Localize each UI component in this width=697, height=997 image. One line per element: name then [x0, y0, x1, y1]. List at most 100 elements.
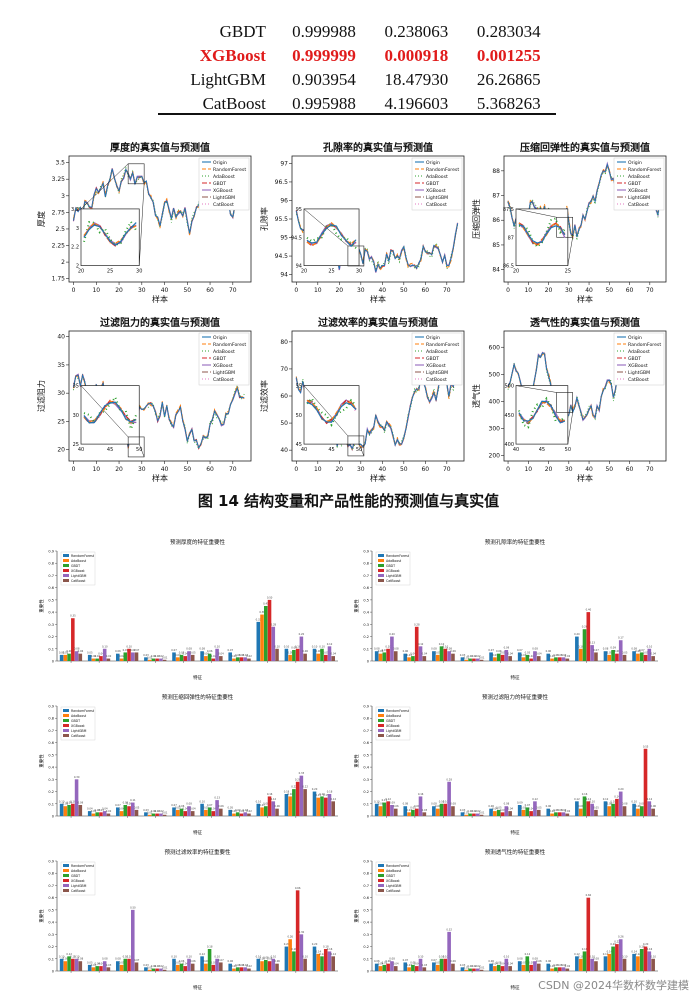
- importance-bar: [533, 961, 537, 971]
- bar-value-label: 0.05: [175, 960, 181, 964]
- y-axis-label: 重要性: [38, 909, 45, 923]
- bar-value-label: 0.07: [259, 803, 265, 807]
- bar-value-label: 0.20: [312, 942, 318, 946]
- importance-bar: [256, 621, 261, 661]
- legend-label: AdaBoost: [628, 349, 650, 355]
- importance-bar: [464, 659, 469, 661]
- bar-value-label: 0.26: [618, 935, 624, 939]
- importance-bar: [493, 966, 497, 971]
- legend-box: [375, 706, 411, 741]
- importance-bar: [603, 651, 608, 661]
- legend-label: LightGBM: [386, 729, 402, 733]
- importance-bar: [622, 958, 627, 971]
- x-tick-label: 60: [206, 466, 214, 473]
- importance-bar: [525, 956, 530, 971]
- bar-value-label: 0.10: [59, 799, 65, 803]
- importance-bar: [643, 748, 648, 816]
- bar-value-label: 0.03: [175, 653, 181, 657]
- y-tick-label: 0.5: [363, 598, 369, 602]
- importance-bar: [151, 658, 156, 661]
- importance-bar: [643, 654, 648, 661]
- bar-value-label: 0.28: [271, 622, 277, 626]
- importance-bar: [586, 801, 591, 816]
- importance-bar: [582, 796, 587, 816]
- y-tick-label: 94: [280, 272, 288, 279]
- importance-bar: [127, 806, 131, 816]
- inset-series-line: [306, 224, 357, 248]
- bar-value-label: 0.10: [374, 799, 380, 803]
- bar-value-label: 0.07: [207, 803, 213, 807]
- importance-bar: [87, 964, 92, 971]
- bar-value-label: 0.02: [475, 809, 481, 813]
- y-tick-label: 40: [57, 334, 65, 341]
- inset-series-line: [306, 396, 357, 428]
- chart-title: 预测过滤阻力的特征重要性: [482, 693, 549, 701]
- importance-bar: [256, 803, 261, 816]
- bar-value-label: 0.05: [134, 805, 140, 809]
- bar-value-label: 0.04: [183, 962, 189, 966]
- legend-label: LightGBM: [71, 729, 87, 733]
- y-tick-label: 0.5: [363, 753, 369, 757]
- inset-y-tick-label: 87: [508, 235, 514, 241]
- bar-value-label: 0.20: [610, 942, 616, 946]
- x-tick-label: 50: [605, 466, 613, 473]
- line-chart-thickness: 厚度的真实值与预测值 0 10 20 30 40 50 60 70 1.75 2 2.25 2.5 2.7…: [35, 140, 257, 308]
- bar-value-label: 0.15: [323, 793, 329, 797]
- importance-bar: [63, 806, 68, 816]
- importance-bar: [496, 653, 501, 661]
- bar-value-label: 0.12: [439, 642, 445, 646]
- bar-value-label: 0.04: [98, 962, 104, 966]
- bar-value-label: 0.04: [94, 962, 100, 966]
- importance-bar: [327, 951, 332, 971]
- bar-value-label: 0.03: [422, 808, 428, 812]
- importance-bar: [414, 626, 419, 661]
- y-tick-label: 0: [52, 660, 54, 664]
- chart-title: 预测透气性的特征重要性: [485, 848, 546, 856]
- importance-bar: [106, 658, 111, 661]
- bar-value-label: 0.26: [287, 935, 293, 939]
- bar-value-label: 0.04: [183, 807, 189, 811]
- legend-label: LightGBM: [426, 370, 448, 376]
- importance-bar: [489, 652, 493, 661]
- bar-value-label: 0.06: [635, 804, 641, 808]
- bar-value-label: 0.10: [214, 954, 220, 958]
- bar-value-label: 0.05: [607, 650, 613, 654]
- importance-bar: [508, 966, 512, 971]
- y-tick-label: 96.5: [275, 179, 289, 186]
- inset-series-line: [306, 399, 357, 422]
- inset-y-tick-label: 2.2: [71, 245, 79, 251]
- y-tick-label: 0.3: [363, 778, 369, 782]
- importance-bar: [275, 648, 279, 661]
- importance-bar: [207, 949, 212, 971]
- legend-swatch: [378, 564, 384, 567]
- bar-value-label: 0.08: [622, 802, 628, 806]
- line-chart-efficiency: 过滤效率的真实值与预测值 0 10 20 30 40 50 60 70 40 50 60 70 80 样本 过…: [258, 315, 470, 487]
- inset-frame: [515, 385, 569, 445]
- bar-value-label: 0.04: [492, 807, 498, 811]
- importance-bar: [144, 967, 148, 971]
- bar-value-label: 0.14: [631, 949, 637, 953]
- bar-value-label: 0.09: [389, 801, 395, 805]
- x-axis-label: 样本: [152, 473, 168, 483]
- importance-bar: [536, 656, 541, 661]
- legend-label: RandomForest: [426, 167, 459, 173]
- x-tick-label: 10: [314, 466, 322, 473]
- inset-series-line: [518, 221, 566, 247]
- x-tick-label: 20: [545, 287, 553, 294]
- y-tick-label: 0.2: [48, 945, 54, 949]
- importance-bar: [71, 618, 75, 661]
- importance-bar: [407, 967, 411, 971]
- importance-bar: [95, 966, 99, 971]
- legend-swatch: [63, 719, 69, 722]
- importance-bar: [615, 798, 619, 816]
- legend-label: XGBoost: [628, 188, 648, 194]
- legend-box: [411, 157, 463, 211]
- bar-value-label: 0.08: [607, 802, 613, 806]
- importance-bar: [557, 657, 562, 661]
- importance-bar: [292, 650, 296, 661]
- legend-label: CatBoost: [71, 889, 86, 893]
- table-value-cell: 0.238063: [384, 22, 449, 41]
- y-tick-label: 88: [492, 168, 500, 175]
- importance-bar: [565, 813, 570, 816]
- importance-bar: [320, 648, 324, 661]
